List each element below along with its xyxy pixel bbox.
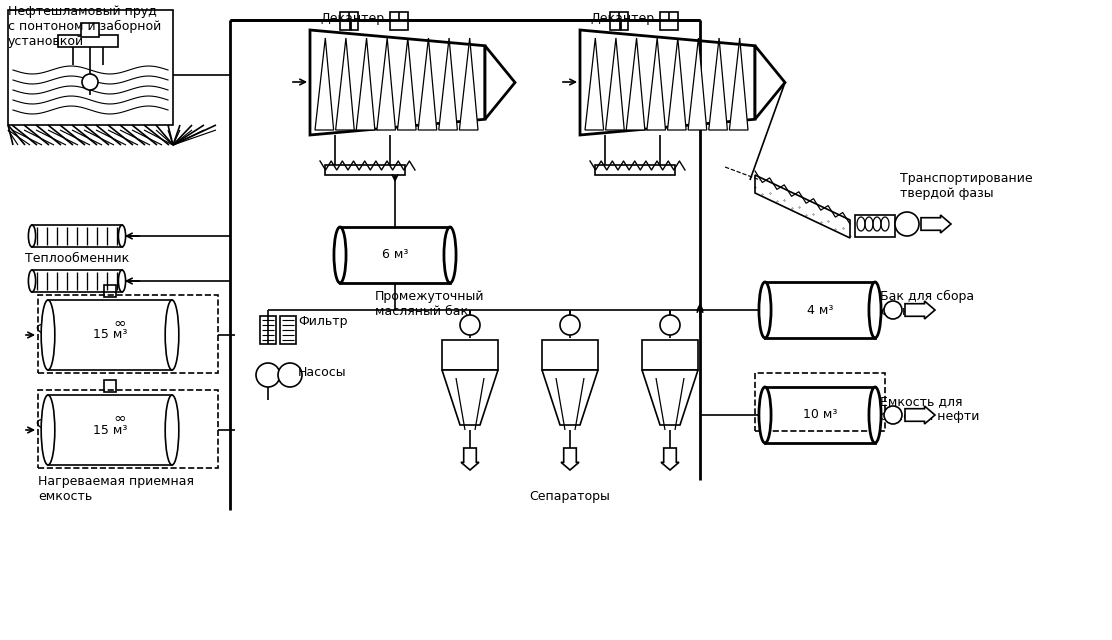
Bar — [105, 285, 116, 297]
Ellipse shape — [166, 300, 179, 370]
Ellipse shape — [29, 270, 36, 292]
Text: Фильтр: Фильтр — [298, 316, 347, 328]
Polygon shape — [688, 38, 707, 130]
Ellipse shape — [759, 387, 771, 443]
Polygon shape — [755, 175, 850, 238]
Polygon shape — [560, 448, 579, 470]
Polygon shape — [336, 38, 355, 130]
Ellipse shape — [118, 225, 126, 247]
Circle shape — [460, 315, 480, 335]
Text: Насосы: Насосы — [298, 367, 347, 380]
Polygon shape — [459, 38, 478, 130]
Polygon shape — [356, 38, 375, 130]
Text: Нагреваемая приемная
емкость: Нагреваемая приемная емкость — [38, 475, 193, 503]
Polygon shape — [667, 38, 686, 130]
Bar — [542, 340, 598, 370]
Bar — [58, 35, 118, 47]
Bar — [325, 165, 405, 175]
Text: ∞: ∞ — [113, 316, 127, 330]
Bar — [642, 340, 698, 370]
Polygon shape — [905, 406, 935, 424]
Text: Сепараторы: Сепараторы — [529, 490, 610, 503]
Polygon shape — [647, 38, 665, 130]
Bar — [765, 387, 875, 443]
Polygon shape — [755, 45, 785, 119]
Bar — [48, 395, 172, 465]
Circle shape — [884, 406, 902, 424]
Polygon shape — [485, 45, 515, 119]
Bar — [48, 300, 172, 370]
Ellipse shape — [41, 300, 54, 370]
Bar — [280, 316, 296, 344]
Polygon shape — [441, 370, 498, 425]
Circle shape — [278, 363, 302, 387]
Circle shape — [884, 301, 902, 319]
Bar — [38, 295, 218, 373]
Bar — [765, 282, 875, 338]
Text: Емкость для
очистки нефти: Емкость для очистки нефти — [880, 395, 980, 423]
Text: 15 м³: 15 м³ — [92, 328, 127, 342]
Ellipse shape — [118, 270, 126, 292]
Bar — [32, 270, 122, 292]
Bar — [32, 225, 122, 247]
Ellipse shape — [444, 227, 456, 283]
Ellipse shape — [41, 395, 54, 465]
Bar — [661, 12, 678, 30]
Polygon shape — [580, 30, 755, 135]
Bar — [390, 12, 408, 30]
Circle shape — [82, 74, 98, 90]
Polygon shape — [418, 38, 437, 130]
Text: Промежуточный
масляный бак: Промежуточный масляный бак — [375, 290, 485, 318]
Circle shape — [661, 315, 681, 335]
Text: ∞: ∞ — [113, 410, 127, 426]
Text: Транспортирование
твердой фазы: Транспортирование твердой фазы — [900, 172, 1033, 200]
Polygon shape — [626, 38, 645, 130]
Ellipse shape — [334, 227, 346, 283]
Circle shape — [560, 315, 580, 335]
Polygon shape — [542, 370, 598, 425]
Polygon shape — [642, 370, 698, 425]
Circle shape — [895, 212, 919, 236]
Text: 6 м³: 6 м³ — [381, 248, 408, 262]
Polygon shape — [397, 38, 416, 130]
Text: 15 м³: 15 м³ — [92, 424, 127, 436]
Bar — [105, 380, 116, 392]
Polygon shape — [708, 38, 727, 130]
Polygon shape — [661, 448, 679, 470]
Polygon shape — [905, 301, 935, 319]
Polygon shape — [377, 38, 396, 130]
Bar — [441, 340, 498, 370]
Bar — [260, 316, 276, 344]
Text: 4 м³: 4 м³ — [807, 303, 833, 317]
Ellipse shape — [868, 282, 881, 338]
Bar — [81, 23, 99, 37]
Bar — [610, 12, 628, 30]
Polygon shape — [606, 38, 624, 130]
Bar — [755, 373, 885, 431]
Ellipse shape — [759, 282, 771, 338]
Polygon shape — [315, 38, 334, 130]
Bar — [8, 10, 173, 125]
Text: Декантер: Декантер — [590, 12, 654, 25]
Bar — [340, 227, 450, 283]
Ellipse shape — [166, 395, 179, 465]
Bar — [340, 12, 358, 30]
Polygon shape — [310, 30, 485, 135]
Polygon shape — [439, 38, 457, 130]
Text: 10 м³: 10 м³ — [803, 408, 837, 422]
Polygon shape — [729, 38, 748, 130]
Bar — [855, 215, 895, 237]
Circle shape — [256, 363, 280, 387]
Polygon shape — [585, 38, 604, 130]
Bar — [595, 165, 675, 175]
Text: Нефтешламовый пруд
с понтоном и заборной
установкой: Нефтешламовый пруд с понтоном и заборной… — [8, 5, 161, 48]
Text: Теплообменник: Теплообменник — [24, 252, 129, 265]
Polygon shape — [461, 448, 479, 470]
Ellipse shape — [868, 387, 881, 443]
Text: Бак для сбора
стоков: Бак для сбора стоков — [880, 290, 974, 318]
Bar — [38, 390, 218, 468]
Polygon shape — [921, 215, 951, 233]
Text: Декантер: Декантер — [320, 12, 384, 25]
Ellipse shape — [29, 225, 36, 247]
